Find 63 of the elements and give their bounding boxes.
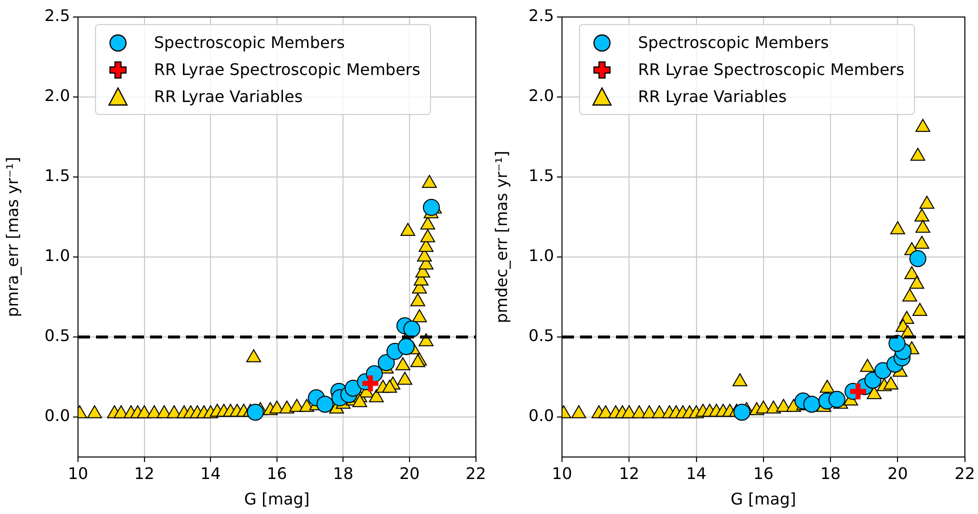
point [904,266,920,280]
point [403,320,420,338]
point [398,338,415,356]
point [866,386,882,400]
point [246,404,264,421]
point [642,405,657,418]
x-tick-label: 16 [753,464,774,483]
point [422,198,440,216]
legend-label: RR Lyrae Variables [638,87,787,106]
point [909,276,924,289]
point [860,358,875,372]
x-tick-label: 16 [266,464,288,483]
y-tick-label: 2.5 [528,6,554,26]
point [571,405,586,418]
x-tick-label: 10 [68,464,88,483]
legend-label: RR Lyrae Variables [154,87,303,106]
y-tick-label: 0.5 [44,326,70,346]
y-tick-label: 2.0 [44,86,70,106]
x-axis-title: G [mag] [730,490,796,509]
y-axis-title: pmra_err [mas yr⁻¹] [2,156,22,318]
x-tick-label: 20 [888,464,908,483]
point [632,405,647,418]
x-tick-label: 10 [552,464,572,483]
point [378,354,395,372]
legend-label: Spectroscopic Members [638,33,829,52]
point [890,221,906,234]
point [912,302,928,316]
point [915,220,930,233]
point [914,208,930,222]
y-tick-label: 1.0 [44,246,70,266]
y-tick-label: 1.5 [528,166,554,186]
y-tick-label: 2.5 [44,6,70,26]
legend-label: RR Lyrae Spectroscopic Members [638,60,904,79]
x-axis-title: G [mag] [244,490,310,509]
point [902,288,918,302]
y-tick-label: 0.0 [528,406,554,426]
x-tick-label: 14 [686,464,706,483]
point [910,148,926,161]
point [766,400,781,414]
point [820,380,835,393]
point [732,373,748,386]
y-tick-label: 2.0 [528,86,554,106]
point [915,118,930,132]
y-tick-label: 1.5 [44,166,70,186]
y-axis-title: pmdec_err [mas yr⁻¹] [492,150,511,324]
y-tick-label: 0.0 [44,406,70,426]
x-tick-label: 18 [333,464,354,483]
x-tick-label: 20 [399,464,420,483]
legend-label: Spectroscopic Members [154,33,345,52]
x-tick-label: 12 [618,464,640,483]
point [344,380,362,397]
x-tick-label: 18 [820,464,841,483]
point [884,376,898,390]
x-tick-label: 22 [466,464,486,483]
point [316,396,334,413]
x-tick-label: 22 [954,464,975,483]
point [919,196,934,209]
y-tick-label: 0.5 [528,326,554,346]
point [914,236,930,249]
x-tick-label: 12 [134,464,154,483]
x-tick-label: 14 [200,464,221,483]
legend-label: RR Lyrae Spectroscopic Members [154,60,420,79]
y-tick-label: 1.0 [528,246,554,266]
